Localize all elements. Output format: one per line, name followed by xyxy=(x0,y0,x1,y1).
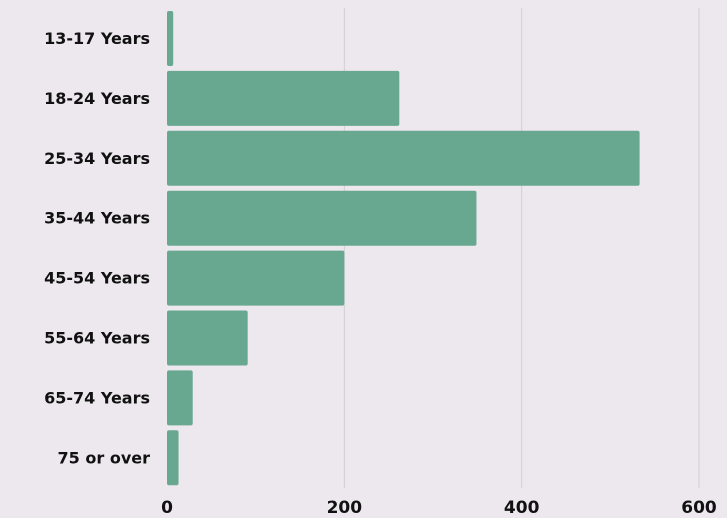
bar xyxy=(167,370,193,426)
category-label: 18-24 Years xyxy=(44,89,150,108)
category-label: 65-74 Years xyxy=(44,388,150,407)
x-tick-label-layer: 0 200 400 600 xyxy=(161,498,717,518)
category-label: 13-17 Years xyxy=(44,29,150,48)
bar xyxy=(167,250,345,306)
category-label: 55-64 Years xyxy=(44,329,150,348)
bar xyxy=(167,310,248,366)
x-tick-label: 400 xyxy=(504,498,540,518)
category-label: 45-54 Years xyxy=(44,269,150,288)
x-tick-label: 0 xyxy=(161,498,173,518)
bar xyxy=(167,70,400,126)
x-tick-label: 200 xyxy=(327,498,363,518)
bar xyxy=(167,130,640,186)
bar-layer xyxy=(167,11,640,486)
bar xyxy=(167,11,174,66)
bar xyxy=(167,430,179,486)
category-label-layer: 13-17 Years 18-24 Years 25-34 Years 35-44 Y… xyxy=(44,29,150,467)
bar xyxy=(167,190,477,246)
category-label: 75 or over xyxy=(58,448,151,467)
x-tick-label: 600 xyxy=(681,498,717,518)
category-label: 35-44 Years xyxy=(44,209,150,228)
category-label: 25-34 Years xyxy=(44,149,150,168)
